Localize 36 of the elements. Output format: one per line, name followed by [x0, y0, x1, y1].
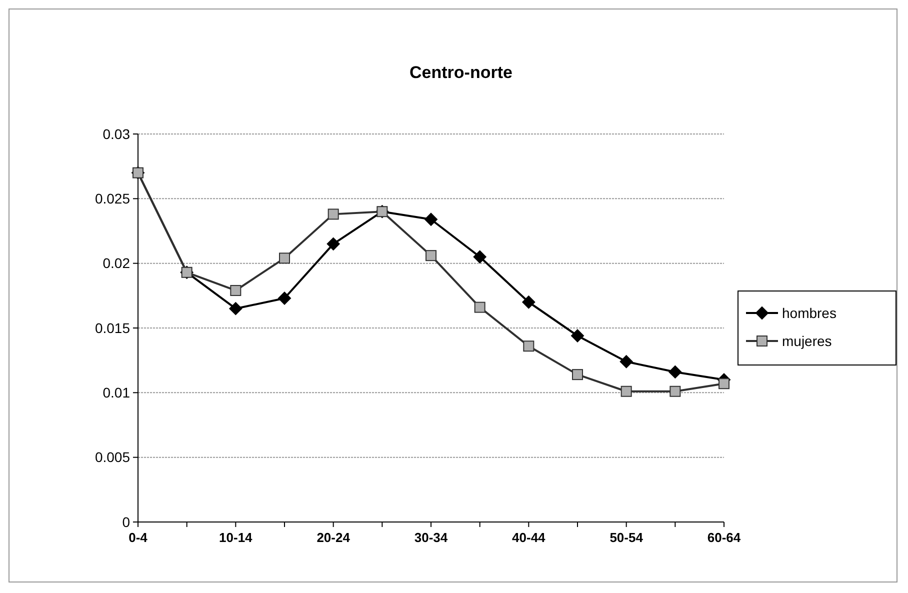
x-tick-label: 40-44 — [512, 530, 546, 545]
x-tick-label: 60-64 — [707, 530, 742, 545]
point — [473, 250, 486, 264]
point — [670, 386, 681, 397]
point — [668, 365, 682, 378]
x-tick-label: 20-24 — [316, 530, 351, 545]
point — [571, 329, 584, 342]
point — [229, 302, 242, 316]
point — [279, 252, 290, 264]
point — [326, 237, 340, 250]
legend-label: mujeres — [782, 332, 832, 349]
y-tick-label: 0 — [122, 514, 130, 530]
x-tick-label: 0-4 — [128, 530, 148, 545]
point — [523, 340, 534, 352]
y-tick-label: 0.025 — [94, 190, 130, 207]
point — [572, 369, 583, 380]
point — [620, 386, 632, 397]
chart-title: Centro-norte — [410, 63, 512, 82]
y-tick-label: 0.01 — [102, 384, 130, 401]
point — [620, 355, 633, 368]
point — [278, 292, 291, 305]
y-tick-label: 0.03 — [102, 126, 130, 142]
point — [424, 212, 438, 226]
point — [474, 302, 486, 313]
legend-label: hombres — [782, 304, 836, 321]
x-tick-label: 30-34 — [414, 530, 448, 545]
x-tick-label: 10-14 — [219, 530, 254, 545]
point — [426, 250, 436, 262]
y-tick-label: 0.02 — [102, 255, 130, 272]
point — [328, 208, 339, 220]
point — [230, 284, 242, 296]
point — [718, 378, 730, 390]
point — [522, 296, 536, 309]
y-tick-label: 0.015 — [94, 320, 130, 336]
x-tick-label: 50-54 — [610, 530, 644, 545]
y-tick-label: 0.005 — [94, 449, 130, 466]
